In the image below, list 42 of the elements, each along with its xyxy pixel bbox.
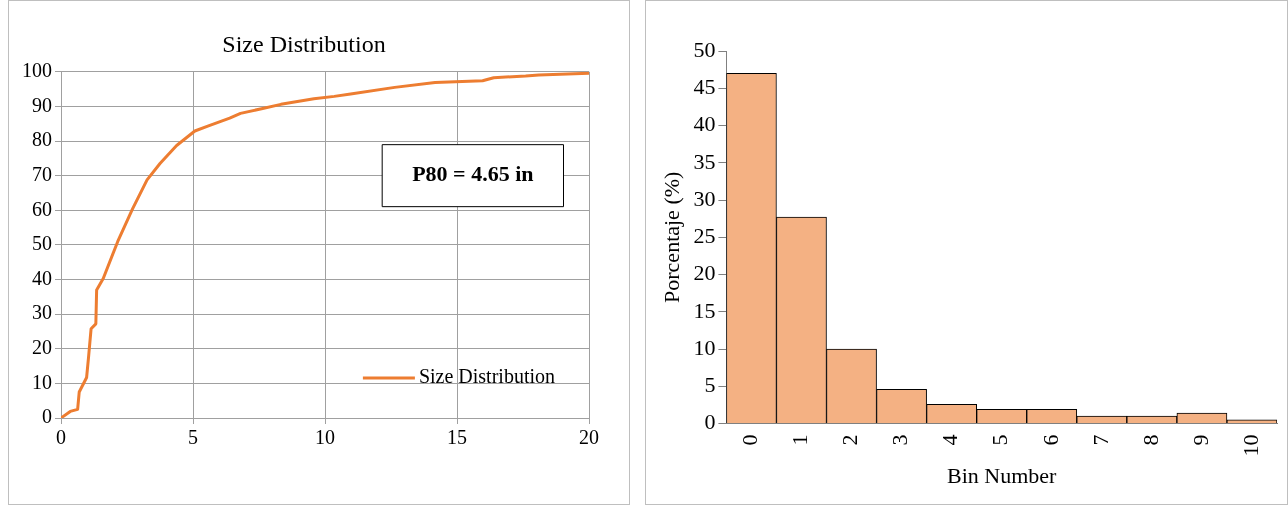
- y-tick-label: 15: [693, 297, 716, 323]
- annotation: P80 = 4.65 in: [412, 161, 534, 187]
- y-tick-label: 40: [32, 266, 52, 289]
- y-tick-label: 20: [32, 336, 52, 359]
- legend-label: Size Distribution: [418, 365, 556, 388]
- x-tick-label: 6: [1037, 434, 1063, 446]
- x-tick-label: 0: [56, 426, 66, 449]
- y-axis-title: Porcentaje (%): [658, 171, 684, 303]
- y-tick-label: 80: [32, 128, 52, 151]
- y-tick-label: 0: [42, 405, 52, 428]
- y-tick-label: 40: [693, 111, 716, 137]
- y-tick-label: 20: [693, 260, 716, 286]
- y-tick-label: 100: [22, 59, 52, 82]
- x-tick-label: 9: [1187, 434, 1213, 446]
- y-tick-label: 50: [693, 36, 716, 62]
- y-tick-label: 90: [32, 93, 52, 116]
- x-tick-label: 7: [1087, 434, 1113, 446]
- x-tick-label: 15: [447, 426, 467, 449]
- x-tick-label: 20: [579, 426, 599, 449]
- x-tick-label: 0: [737, 434, 763, 446]
- x-axis-title: Bin Number: [947, 462, 1058, 488]
- y-tick-label: 30: [693, 185, 716, 211]
- x-tick-label: 1: [787, 434, 813, 446]
- x-tick-label: 2: [837, 434, 863, 446]
- x-tick-label: 10: [1237, 434, 1263, 457]
- x-tick-label: 5: [987, 434, 1013, 446]
- y-tick-label: 30: [32, 301, 52, 324]
- x-tick-label: 3: [887, 434, 913, 446]
- y-tick-label: 45: [693, 74, 716, 100]
- y-tick-label: 25: [693, 223, 716, 249]
- y-tick-label: 70: [32, 162, 52, 185]
- y-tick-label: 10: [693, 334, 716, 360]
- y-tick-label: 50: [32, 232, 52, 255]
- x-tick-label: 4: [937, 434, 963, 446]
- chart-title: Size Distribution: [222, 30, 386, 57]
- x-tick-label: 10: [315, 426, 335, 449]
- y-tick-label: 60: [32, 197, 52, 220]
- y-tick-label: 35: [693, 148, 716, 174]
- x-tick-label: 5: [188, 426, 198, 449]
- y-tick-label: 10: [32, 370, 52, 393]
- x-tick-label: 8: [1137, 434, 1163, 446]
- y-tick-label: 5: [704, 372, 716, 398]
